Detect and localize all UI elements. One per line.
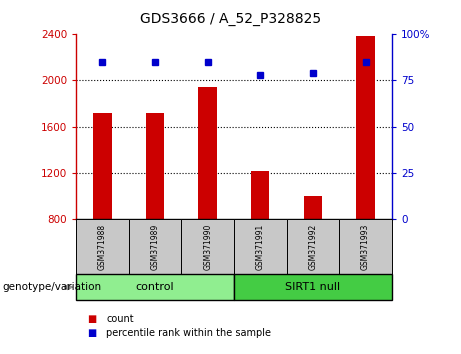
Text: GDS3666 / A_52_P328825: GDS3666 / A_52_P328825 — [140, 12, 321, 27]
Text: GSM371990: GSM371990 — [203, 224, 212, 270]
Bar — [93, 113, 112, 219]
Text: count: count — [106, 314, 134, 324]
Text: SIRT1 null: SIRT1 null — [285, 282, 341, 292]
Text: control: control — [136, 282, 174, 292]
Text: GSM371988: GSM371988 — [98, 224, 107, 270]
Text: ■: ■ — [88, 329, 97, 338]
Text: GSM371989: GSM371989 — [150, 224, 160, 270]
Bar — [356, 36, 375, 219]
Bar — [146, 113, 164, 219]
Text: percentile rank within the sample: percentile rank within the sample — [106, 329, 271, 338]
Text: ■: ■ — [88, 314, 97, 324]
Text: GSM371991: GSM371991 — [256, 224, 265, 270]
Text: genotype/variation: genotype/variation — [2, 282, 101, 292]
Bar — [304, 196, 322, 219]
Text: GSM371992: GSM371992 — [308, 224, 318, 270]
Bar — [251, 171, 270, 219]
Text: GSM371993: GSM371993 — [361, 224, 370, 270]
Bar — [198, 87, 217, 219]
